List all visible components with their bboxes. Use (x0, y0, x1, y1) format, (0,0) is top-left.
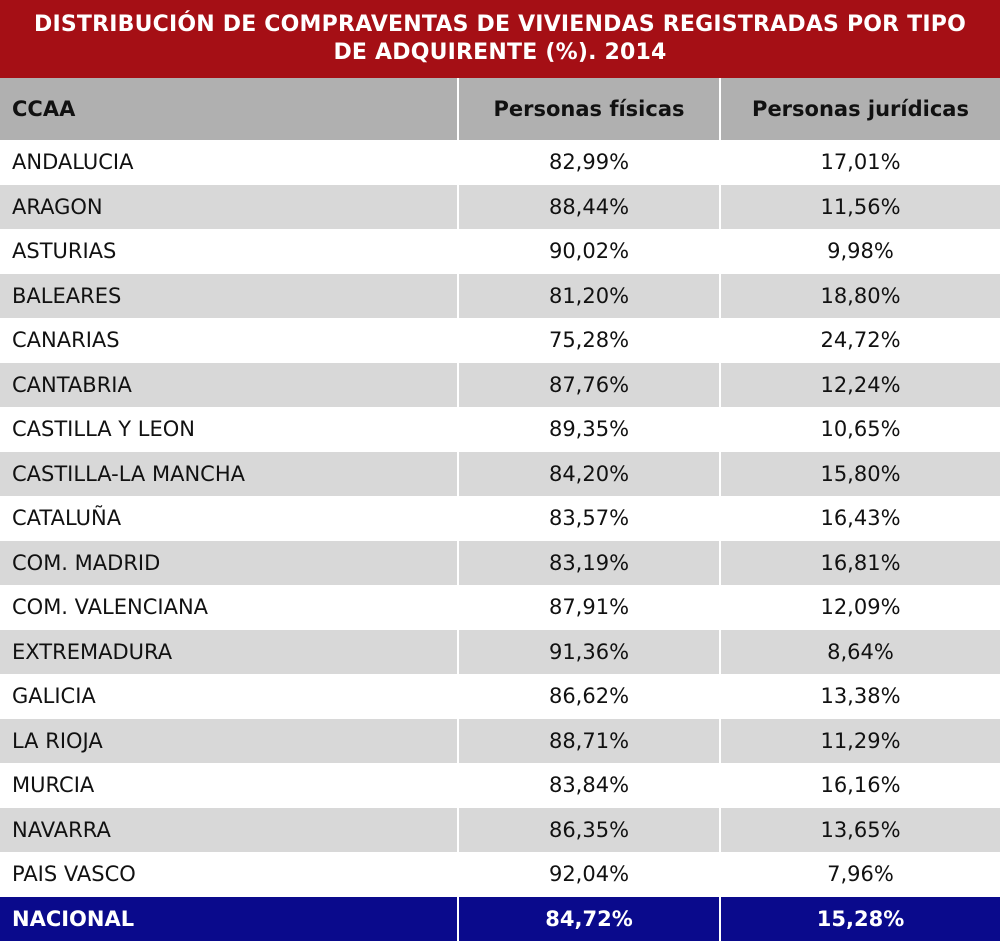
cell-personas-juridicas: 9,98% (719, 228, 1000, 274)
cell-region: CASTILLA-LA MANCHA (0, 451, 458, 496)
total-fisicas: 84,72% (457, 896, 720, 941)
cell-personas-fisicas: 89,35% (457, 406, 720, 452)
cell-personas-fisicas: 84,20% (457, 451, 720, 496)
cell-personas-fisicas: 75,28% (457, 317, 720, 363)
cell-personas-juridicas: 16,81% (719, 540, 1000, 585)
cell-region: EXTREMADURA (0, 629, 458, 674)
cell-region: CATALUÑA (0, 495, 458, 541)
table-row: CASTILLA-LA MANCHA 84,20% 15,80% (0, 451, 1000, 496)
cell-personas-juridicas: 8,64% (719, 629, 1000, 674)
table-row: COM. VALENCIANA 87,91% 12,09% (0, 584, 1000, 630)
cell-region: GALICIA (0, 673, 458, 719)
cell-personas-juridicas: 12,24% (719, 362, 1000, 407)
table-title: DISTRIBUCIÓN DE COMPRAVENTAS DE VIVIENDA… (0, 0, 1000, 78)
cell-personas-juridicas: 15,80% (719, 451, 1000, 496)
table-row: LA RIOJA 88,71% 11,29% (0, 718, 1000, 763)
table-row: ARAGON 88,44% 11,56% (0, 184, 1000, 229)
total-region: NACIONAL (0, 896, 458, 941)
cell-personas-fisicas: 92,04% (457, 851, 720, 897)
cell-region: ARAGON (0, 184, 458, 229)
cell-region: CANTABRIA (0, 362, 458, 407)
cell-personas-fisicas: 88,71% (457, 718, 720, 763)
cell-region: ANDALUCIA (0, 139, 458, 185)
cell-personas-juridicas: 11,56% (719, 184, 1000, 229)
header-personas-fisicas: Personas físicas (457, 78, 720, 140)
total-juridicas: 15,28% (719, 896, 1000, 941)
cell-personas-fisicas: 91,36% (457, 629, 720, 674)
cell-personas-juridicas: 13,65% (719, 807, 1000, 852)
table-row: PAIS VASCO 92,04% 7,96% (0, 851, 1000, 897)
table-row: CANTABRIA 87,76% 12,24% (0, 362, 1000, 407)
header-ccaa: CCAA (0, 78, 458, 140)
cell-personas-juridicas: 13,38% (719, 673, 1000, 719)
cell-personas-juridicas: 16,16% (719, 762, 1000, 808)
cell-personas-fisicas: 83,84% (457, 762, 720, 808)
cell-region: BALEARES (0, 273, 458, 318)
table-body: ANDALUCIA 82,99% 17,01% ARAGON 88,44% 11,56% A… (0, 139, 1000, 897)
table-row: CATALUÑA 83,57% 16,43% (0, 495, 1000, 541)
cell-personas-juridicas: 16,43% (719, 495, 1000, 541)
table-row: BALEARES 81,20% 18,80% (0, 273, 1000, 318)
cell-region: MURCIA (0, 762, 458, 808)
cell-region: CASTILLA Y LEON (0, 406, 458, 452)
cell-region: COM. VALENCIANA (0, 584, 458, 630)
table-row: EXTREMADURA 91,36% 8,64% (0, 629, 1000, 674)
table-row: NAVARRA 86,35% 13,65% (0, 807, 1000, 852)
header-personas-juridicas: Personas jurídicas (719, 78, 1000, 140)
cell-personas-fisicas: 81,20% (457, 273, 720, 318)
table-row: MURCIA 83,84% 16,16% (0, 762, 1000, 808)
cell-personas-fisicas: 90,02% (457, 228, 720, 274)
data-table: CCAA Personas físicas Personas jurídicas… (0, 78, 1000, 941)
cell-personas-fisicas: 87,91% (457, 584, 720, 630)
cell-personas-fisicas: 88,44% (457, 184, 720, 229)
cell-region: CANARIAS (0, 317, 458, 363)
cell-personas-fisicas: 87,76% (457, 362, 720, 407)
cell-personas-juridicas: 11,29% (719, 718, 1000, 763)
cell-region: ASTURIAS (0, 228, 458, 274)
cell-personas-juridicas: 12,09% (719, 584, 1000, 630)
cell-personas-juridicas: 18,80% (719, 273, 1000, 318)
cell-personas-fisicas: 86,35% (457, 807, 720, 852)
header-row: CCAA Personas físicas Personas jurídicas (0, 78, 1000, 140)
cell-personas-juridicas: 10,65% (719, 406, 1000, 452)
cell-personas-juridicas: 17,01% (719, 139, 1000, 185)
cell-personas-fisicas: 83,57% (457, 495, 720, 541)
cell-region: COM. MADRID (0, 540, 458, 585)
cell-personas-fisicas: 86,62% (457, 673, 720, 719)
cell-personas-juridicas: 7,96% (719, 851, 1000, 897)
cell-personas-fisicas: 83,19% (457, 540, 720, 585)
cell-region: NAVARRA (0, 807, 458, 852)
cell-personas-fisicas: 82,99% (457, 139, 720, 185)
table-row: GALICIA 86,62% 13,38% (0, 673, 1000, 719)
cell-personas-juridicas: 24,72% (719, 317, 1000, 363)
table-row: ANDALUCIA 82,99% 17,01% (0, 139, 1000, 185)
table-row: COM. MADRID 83,19% 16,81% (0, 540, 1000, 585)
table-row: CASTILLA Y LEON 89,35% 10,65% (0, 406, 1000, 452)
cell-region: PAIS VASCO (0, 851, 458, 897)
table-row: ASTURIAS 90,02% 9,98% (0, 228, 1000, 274)
total-row: NACIONAL 84,72% 15,28% (0, 896, 1000, 941)
table-row: CANARIAS 75,28% 24,72% (0, 317, 1000, 363)
cell-region: LA RIOJA (0, 718, 458, 763)
